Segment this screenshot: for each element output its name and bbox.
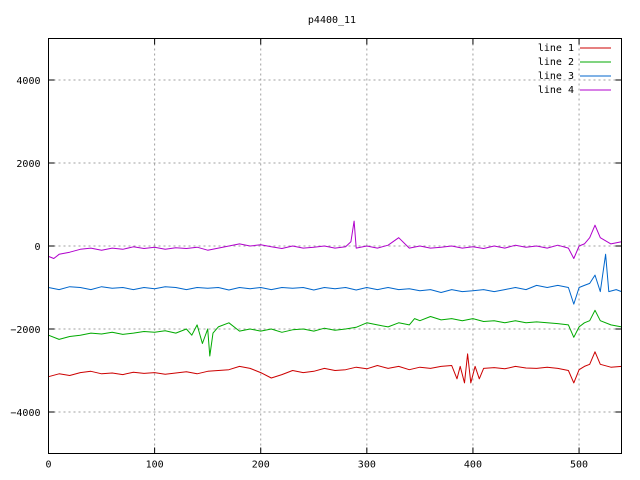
y-tick-label: 2000 xyxy=(16,159,40,170)
x-tick-label: 400 xyxy=(464,460,482,471)
x-tick-label: 500 xyxy=(570,460,588,471)
y-tick-label: −4000 xyxy=(10,408,40,419)
series-line-4 xyxy=(48,220,622,259)
x-tick-label: 200 xyxy=(252,460,270,471)
axis-ticks: 0 100 200 300 400 500 −4000 −2000 0 2000 4000 xyxy=(10,38,622,471)
series-line-2 xyxy=(48,309,622,357)
x-tick-label: 100 xyxy=(146,460,164,471)
legend-label-4: line 4 xyxy=(538,85,574,96)
legend: line 1 line 2 line 3 line 4 xyxy=(538,43,611,96)
series-line-3 xyxy=(48,253,622,305)
chart-title: p4400_11 xyxy=(308,15,356,26)
grid xyxy=(48,38,622,454)
legend-label-1: line 1 xyxy=(538,43,574,54)
y-tick-label: 4000 xyxy=(16,76,40,87)
series-line-1 xyxy=(48,351,622,384)
x-tick-label: 300 xyxy=(358,460,376,471)
x-tick-label: 0 xyxy=(45,460,51,471)
legend-label-3: line 3 xyxy=(538,71,574,82)
legend-label-2: line 2 xyxy=(538,57,574,68)
y-tick-label: 0 xyxy=(34,242,40,253)
plot-area xyxy=(48,220,622,384)
y-tick-label: −2000 xyxy=(10,325,40,336)
